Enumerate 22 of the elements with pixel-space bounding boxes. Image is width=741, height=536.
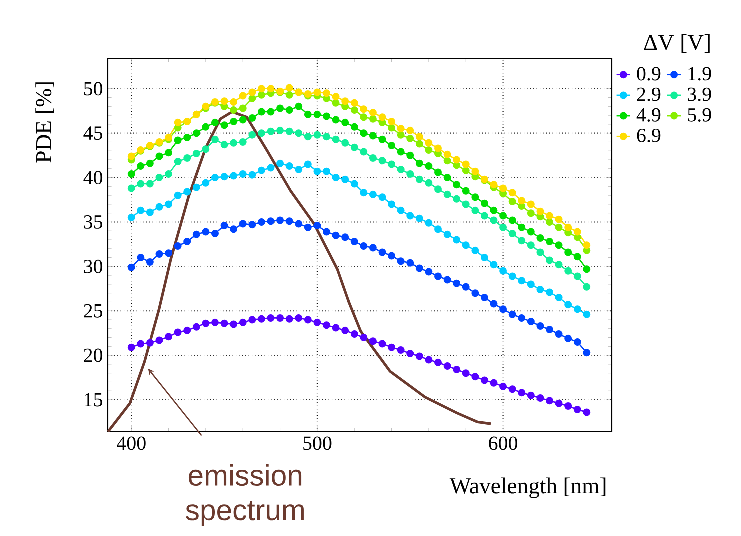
x-tick-label: 500 [304, 436, 332, 450]
x-tick-label: 400 [117, 436, 146, 450]
y-tick-label: 15 [85, 393, 103, 407]
legend-label: 2.9 [637, 88, 661, 102]
y-tick-label: 30 [84, 260, 103, 274]
y-tick-label: 40 [84, 171, 103, 185]
legend-label: 6.9 [637, 128, 661, 143]
y-tick-label: 20 [84, 348, 103, 362]
y-tick-label: 35 [84, 216, 103, 229]
text: emission spectrum [186, 464, 304, 526]
y-tick-label: 45 [84, 126, 103, 140]
y-axis-title: PDE [%] [36, 82, 54, 163]
legend-label: 5.9 [688, 108, 712, 122]
legend-title: ΔV [V] [644, 34, 710, 54]
x-tick-label: 600 [489, 436, 518, 450]
legend-label: 0.9 [637, 67, 661, 81]
y-tick-label: 50 [84, 82, 103, 96]
legend-label: 3.9 [688, 88, 712, 102]
x-axis-title: Wavelength [nm] [450, 478, 606, 498]
legend-label: 1.9 [688, 67, 712, 81]
legend-label: 4.9 [636, 108, 661, 122]
y-tick-label: 25 [84, 304, 103, 318]
